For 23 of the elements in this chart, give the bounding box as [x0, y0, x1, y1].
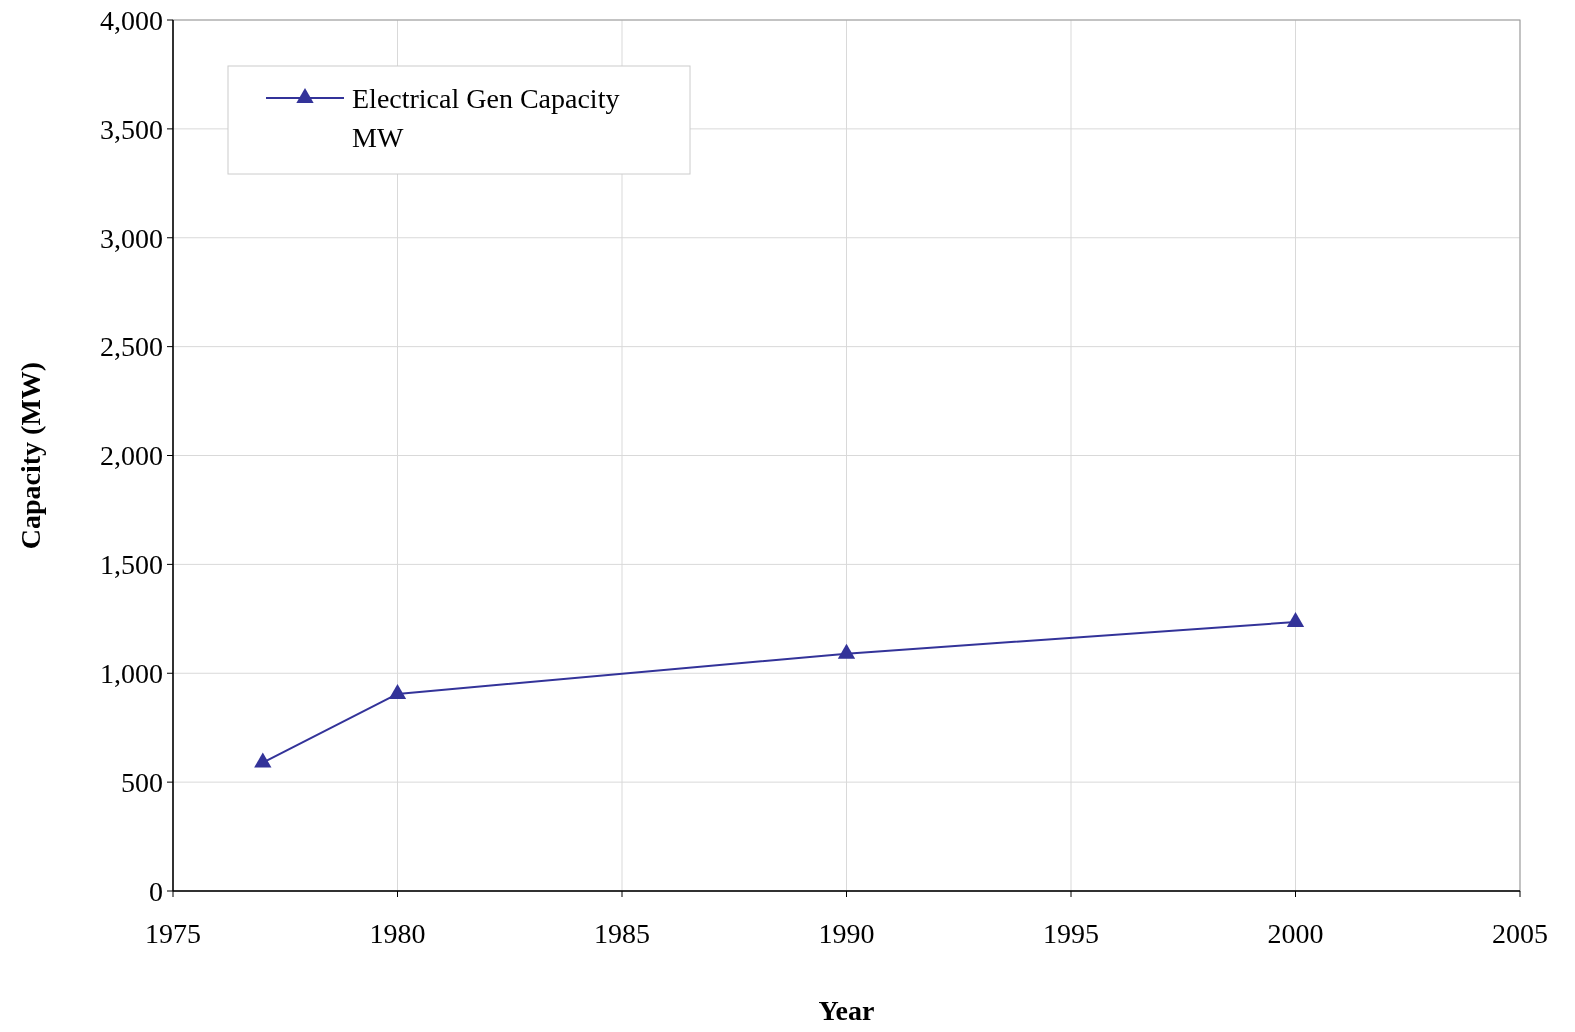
y-tick-label: 1,000 [100, 658, 163, 690]
y-axis-title: Capacity (MW) [15, 361, 46, 550]
x-tick-label: 1975 [145, 918, 201, 949]
x-tick-label: 2005 [1492, 918, 1548, 949]
point [1286, 612, 1305, 628]
y-tick-label: 3,000 [100, 222, 163, 254]
y-tick-label: 0 [149, 875, 163, 907]
x-tick-label: 1995 [1043, 918, 1099, 949]
y-tick-label: 1,500 [100, 549, 163, 581]
legend-label: Electrical Gen Capacity MW [352, 82, 620, 153]
x-tick-label: 1985 [594, 918, 650, 949]
x-axis-title: Year [818, 995, 875, 1026]
y-tick-label: 2,000 [100, 440, 163, 472]
x-tick-label: 1980 [369, 918, 426, 949]
point [837, 643, 856, 659]
x-tick-label: 2000 [1267, 918, 1324, 949]
y-tick-label: 3,500 [100, 113, 163, 145]
point [388, 683, 407, 699]
y-tick-label: 500 [121, 766, 163, 798]
y-tick-label: 4,000 [100, 4, 163, 36]
y-tick-label: 2,500 [100, 331, 163, 363]
x-tick-label: 1990 [818, 918, 875, 949]
point [254, 752, 272, 768]
